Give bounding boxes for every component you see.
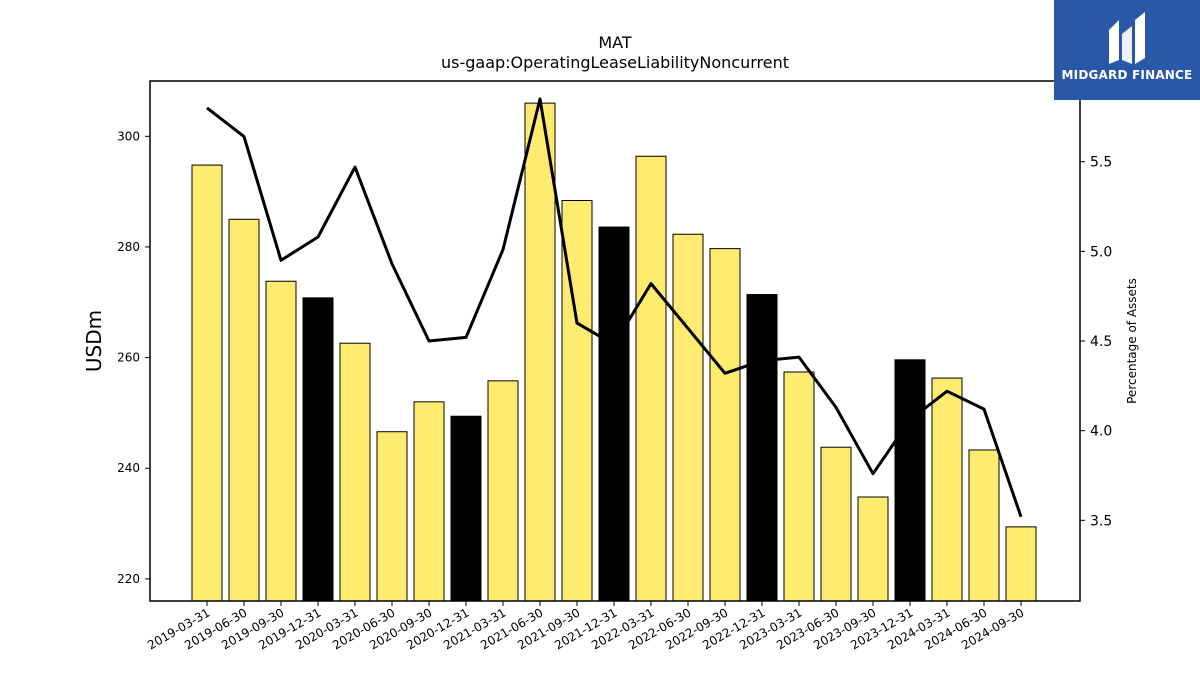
bar: [894, 359, 926, 602]
percentage-line: [206, 97, 1023, 518]
bar: [302, 297, 334, 602]
y-tick-label: 220: [117, 572, 140, 586]
brand-logo: MIDGARD FINANCE: [1054, 0, 1200, 100]
bar: [746, 294, 778, 602]
bars-group: [191, 102, 1037, 602]
y-axis-label: USDm: [82, 310, 106, 372]
bar: [598, 226, 630, 602]
y-ticks-group: 220 240 260 280 300: [117, 129, 150, 586]
bar: [968, 449, 1000, 602]
bar: [339, 342, 371, 602]
bar: [265, 280, 297, 602]
y2-tick-label: 5.0: [1090, 244, 1112, 260]
y-tick-label: 260: [117, 351, 140, 365]
bar: [709, 248, 741, 602]
bar: [931, 377, 963, 602]
y-tick-label: 280: [117, 240, 140, 254]
bar: [450, 415, 482, 602]
y2-ticks-group: 3.5 4.0 4.5 5.0 5.5: [1080, 155, 1112, 529]
bar: [487, 380, 519, 602]
y-tick-label: 300: [117, 129, 140, 143]
x-ticks-group: 2019-03-312019-06-302019-09-302019-12-31…: [145, 601, 1027, 652]
y2-tick-label: 4.0: [1090, 424, 1112, 440]
logo-text: MIDGARD FINANCE: [1061, 68, 1193, 82]
line-group: [206, 97, 1023, 518]
y2-tick-label: 3.5: [1090, 513, 1112, 529]
bar: [857, 496, 889, 602]
y2-tick-label: 4.5: [1090, 334, 1112, 350]
bar: [635, 155, 667, 602]
bar: [820, 446, 852, 602]
bar: [1005, 526, 1037, 602]
bar: [376, 431, 408, 602]
y2-tick-label: 5.5: [1090, 155, 1112, 171]
chart-subtitle: us-gaap:OperatingLeaseLiabilityNoncurren…: [441, 53, 789, 72]
bar: [228, 218, 260, 602]
bar: [524, 102, 556, 602]
bar: [672, 233, 704, 602]
bar: [413, 401, 445, 602]
y-tick-label: 240: [117, 461, 140, 475]
bar: [191, 164, 223, 602]
y2-axis-label: Percentage of Assets: [1125, 278, 1139, 404]
logo-mark-icon: [1109, 12, 1145, 64]
chart-title: MAT: [598, 33, 632, 52]
bar: [783, 371, 815, 602]
